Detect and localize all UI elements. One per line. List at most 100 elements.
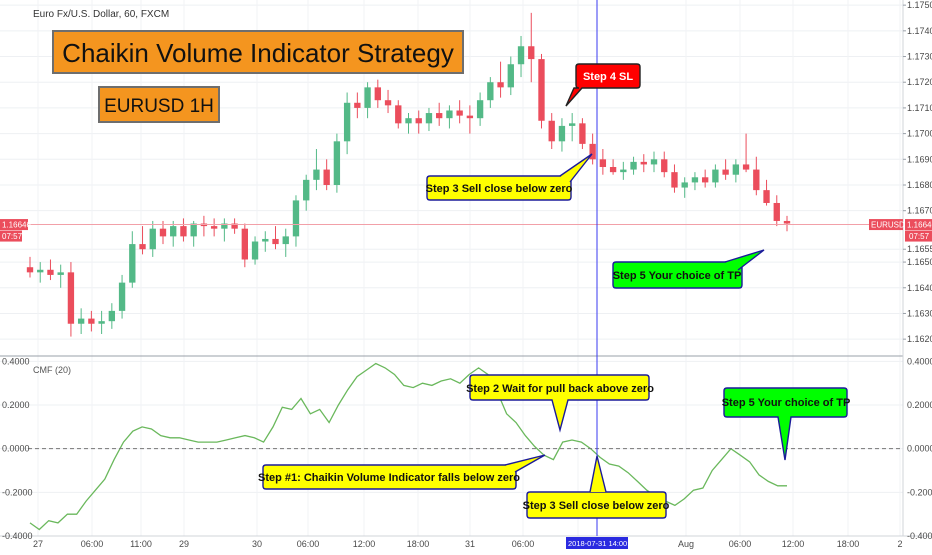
candle bbox=[415, 110, 422, 134]
candle-body bbox=[57, 272, 64, 275]
candle bbox=[579, 118, 586, 150]
callout-step1[interactable]: Step #1: Chaikin Volume Indicator falls … bbox=[258, 454, 546, 490]
candle-body bbox=[118, 282, 126, 311]
candle-body bbox=[650, 159, 658, 165]
candle-body bbox=[26, 267, 34, 273]
candle bbox=[640, 154, 647, 173]
callout-step4-sl[interactable]: Step 4 SL bbox=[565, 63, 641, 107]
candle bbox=[671, 164, 678, 193]
candle bbox=[282, 228, 289, 257]
callout-step5-price[interactable]: Step 5 Your choice of TP bbox=[612, 249, 765, 289]
time-tick-label: 06:00 bbox=[512, 539, 535, 549]
candle-body bbox=[77, 318, 85, 324]
price-tick-label: 1.16800 bbox=[907, 180, 932, 190]
time-tick-label: 18:00 bbox=[407, 539, 430, 549]
candle bbox=[722, 159, 729, 180]
last-price-tag-left: 1.16646 07:57 bbox=[0, 219, 31, 242]
candle-body bbox=[251, 241, 259, 260]
candle-body bbox=[149, 228, 156, 250]
candle bbox=[558, 118, 566, 152]
candle-body bbox=[528, 46, 535, 60]
candle bbox=[57, 264, 64, 288]
candle bbox=[384, 89, 392, 114]
candle-body bbox=[507, 64, 514, 88]
time-tick-label: 29 bbox=[179, 539, 189, 549]
candle bbox=[149, 220, 156, 257]
callout-step3-cmf[interactable]: Step 3 Sell close below zero bbox=[523, 455, 670, 519]
callout-step5-cmf-text: Step 5 Your choice of TP bbox=[722, 397, 851, 409]
crosshair-time-tag: 2018-07-31 14:00:00 bbox=[566, 537, 638, 549]
candle-body bbox=[47, 269, 54, 275]
candle-body bbox=[395, 105, 402, 124]
candle-body bbox=[569, 123, 576, 126]
candle-body bbox=[262, 238, 269, 242]
candle-body bbox=[742, 164, 750, 170]
candle bbox=[753, 156, 760, 196]
cmf-tick-label-left: 0.2000 bbox=[2, 400, 30, 410]
candle-body bbox=[88, 318, 95, 324]
candle bbox=[456, 100, 463, 124]
symbol-title: Euro Fx/U.S. Dollar, 60, FXCM bbox=[33, 9, 169, 20]
callout-step3-price[interactable]: Step 3 Sell close below zero bbox=[426, 153, 593, 201]
candlestick-series bbox=[26, 12, 791, 337]
candle-body bbox=[538, 59, 545, 121]
candle bbox=[37, 262, 44, 283]
callout-step5-cmf[interactable]: Step 5 Your choice of TP bbox=[722, 387, 851, 461]
time-tick-label: 06:00 bbox=[297, 539, 320, 549]
candle-body bbox=[323, 169, 330, 185]
cmf-tick-label-right: -0.2000 bbox=[907, 487, 932, 497]
candle-body bbox=[221, 223, 228, 229]
candle bbox=[609, 159, 617, 175]
candle-body bbox=[691, 177, 699, 183]
price-tick-label: 1.16300 bbox=[907, 308, 932, 318]
candle-body bbox=[415, 118, 422, 124]
callout-step2[interactable]: Step 2 Wait for pull back above zero bbox=[466, 374, 654, 433]
candle bbox=[425, 107, 433, 132]
callout-step4-text: Step 4 SL bbox=[583, 71, 633, 83]
price-tick-label: 1.17500 bbox=[907, 0, 932, 10]
subtitle-banner: EURUSD 1H bbox=[98, 86, 220, 123]
candle bbox=[364, 82, 371, 119]
candle bbox=[251, 236, 259, 265]
candle bbox=[221, 218, 228, 242]
last-price-tag-right: 1.16646 07:57 bbox=[905, 219, 932, 242]
candle-body bbox=[241, 228, 248, 260]
candle bbox=[47, 259, 54, 281]
candle bbox=[77, 308, 85, 335]
candle-body bbox=[671, 172, 678, 188]
candle-body bbox=[139, 244, 146, 250]
candle-body bbox=[773, 202, 780, 221]
price-tick-label: 1.16700 bbox=[907, 206, 932, 216]
price-tick-label: 1.17300 bbox=[907, 52, 932, 62]
last-price-label-left: 1.16646 bbox=[2, 221, 31, 230]
candle-body bbox=[37, 269, 44, 273]
candle bbox=[487, 77, 494, 108]
time-tick-label: Aug bbox=[678, 539, 694, 549]
candle bbox=[333, 133, 341, 193]
candle bbox=[129, 231, 136, 288]
candle bbox=[589, 133, 596, 165]
candle-body bbox=[620, 169, 627, 173]
candle bbox=[517, 35, 525, 78]
candle bbox=[466, 105, 474, 134]
cmf-tick-label-left: -0.4000 bbox=[2, 531, 33, 541]
candle bbox=[343, 92, 351, 155]
candle-body bbox=[466, 115, 474, 119]
candle-body bbox=[159, 228, 167, 237]
candle-body bbox=[783, 220, 791, 224]
candle-body bbox=[303, 179, 310, 201]
candle bbox=[139, 226, 146, 255]
title-banner: Chaikin Volume Indicator Strategy bbox=[52, 30, 464, 74]
callout-step2-text: Step 2 Wait for pull back above zero bbox=[466, 383, 654, 395]
time-tick-label: 31 bbox=[465, 539, 475, 549]
candle-body bbox=[108, 310, 116, 322]
price-tick-label: 1.17000 bbox=[907, 129, 932, 139]
price-tick-label: 1.16900 bbox=[907, 154, 932, 164]
candle bbox=[98, 310, 105, 335]
candle-body bbox=[712, 169, 719, 183]
candle bbox=[303, 174, 310, 211]
candle bbox=[374, 79, 381, 108]
candle bbox=[272, 226, 279, 250]
candle bbox=[26, 256, 34, 278]
